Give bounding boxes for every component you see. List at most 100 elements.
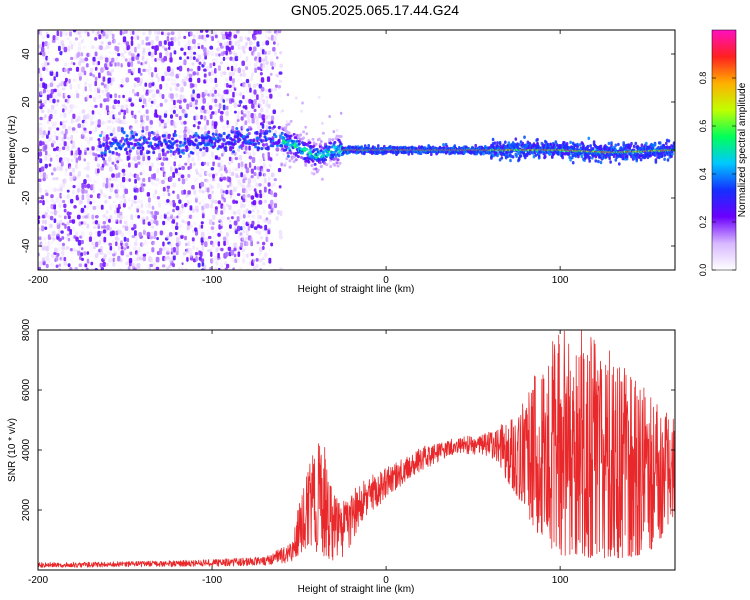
heatmap-cell bbox=[261, 41, 265, 47]
heatmap-cell bbox=[68, 78, 71, 84]
heatmap-cell bbox=[270, 53, 274, 58]
heatmap-cell bbox=[150, 232, 154, 237]
heatmap-cell bbox=[192, 89, 195, 94]
heatmap-cell bbox=[150, 39, 154, 46]
heatmap-cell bbox=[148, 202, 151, 209]
heatmap-cell bbox=[55, 76, 59, 80]
heatmap-cell bbox=[142, 253, 147, 257]
heatmap-cell bbox=[189, 163, 193, 169]
heatmap-cell bbox=[103, 253, 108, 258]
heatmap-cell bbox=[104, 199, 108, 204]
heatmap-cell bbox=[92, 189, 95, 194]
heatmap-cell bbox=[255, 193, 259, 198]
heatmap-cell bbox=[178, 199, 182, 204]
heatmap-cell bbox=[163, 40, 167, 45]
heatmap-cell bbox=[184, 76, 189, 82]
heatmap-cell bbox=[69, 31, 72, 37]
heatmap-cell bbox=[258, 200, 263, 205]
heatmap-cell bbox=[127, 45, 131, 50]
heatmap-cell bbox=[174, 133, 178, 137]
heatmap-cell bbox=[98, 34, 102, 40]
heatmap-cell bbox=[83, 267, 87, 270]
heatmap-cell bbox=[150, 130, 154, 135]
heatmap-cell bbox=[207, 249, 211, 253]
heatmap-cell bbox=[89, 231, 93, 237]
heatmap-cell bbox=[77, 51, 81, 57]
heatmap-cell bbox=[93, 245, 96, 250]
heatmap-cell bbox=[119, 181, 123, 188]
heatmap-cell bbox=[86, 139, 91, 145]
heatmap-cell bbox=[187, 153, 191, 158]
heatmap-cell bbox=[111, 161, 115, 165]
heatmap-cell bbox=[277, 30, 282, 34]
heatmap-cell bbox=[255, 115, 259, 122]
heatmap-cell bbox=[226, 56, 229, 60]
heatmap-cell bbox=[69, 267, 73, 270]
heatmap-cell bbox=[95, 179, 99, 185]
heatmap-cell bbox=[53, 88, 58, 93]
heatmap-cell bbox=[108, 156, 112, 163]
heatmap-cell bbox=[192, 71, 196, 76]
heatmap-cell bbox=[162, 186, 166, 192]
heatmap-cell bbox=[145, 115, 150, 121]
heatmap-cell bbox=[71, 127, 76, 131]
heatmap-cell bbox=[247, 83, 251, 88]
heatmap-cell bbox=[120, 52, 125, 58]
heatmap-cell bbox=[46, 62, 50, 66]
heatmap-cell bbox=[131, 67, 135, 74]
heatmap-cell bbox=[211, 132, 215, 136]
heatmap-cell bbox=[67, 257, 72, 262]
heatmap-cell bbox=[56, 88, 60, 93]
heatmap-cell bbox=[247, 119, 251, 124]
heatmap-cell bbox=[49, 215, 54, 221]
heatmap-cell bbox=[259, 189, 262, 194]
heatmap-cell bbox=[145, 77, 149, 83]
heatmap-cell bbox=[182, 72, 185, 79]
heatmap-cell bbox=[114, 102, 117, 109]
heatmap-cell bbox=[216, 40, 221, 44]
heatmap-cell bbox=[213, 141, 217, 145]
heatmap-cell bbox=[58, 246, 62, 253]
heatmap-cell bbox=[272, 46, 276, 52]
heatmap-cell bbox=[180, 267, 184, 270]
heatmap-cell bbox=[204, 89, 208, 96]
heatmap-cell bbox=[171, 68, 174, 74]
heatmap-cell bbox=[64, 62, 68, 67]
heatmap-cell bbox=[75, 150, 79, 156]
heatmap-cell bbox=[183, 189, 186, 195]
heatmap-cell bbox=[124, 188, 129, 195]
heatmap-cell bbox=[185, 146, 189, 150]
heatmap-cell bbox=[191, 214, 195, 220]
heatmap-cell bbox=[192, 102, 196, 108]
heatmap-cell bbox=[144, 82, 148, 87]
heatmap-cell bbox=[38, 236, 42, 241]
heatmap-cell bbox=[66, 58, 70, 63]
heatmap-cell bbox=[237, 258, 241, 262]
heatmap-cell bbox=[211, 36, 214, 42]
heatmap-cell bbox=[255, 258, 259, 262]
heatmap-cell bbox=[139, 72, 143, 76]
heatmap-cell bbox=[81, 88, 85, 93]
heatmap-cell bbox=[314, 142, 318, 146]
heatmap-cell bbox=[124, 30, 128, 34]
heatmap-cell bbox=[176, 99, 180, 104]
heatmap-cell bbox=[151, 225, 155, 229]
heatmap-cell bbox=[136, 262, 141, 269]
heatmap-cell bbox=[261, 123, 265, 129]
heatmap-cell bbox=[256, 220, 260, 224]
heatmap-cell bbox=[107, 111, 112, 115]
heatmap-cell bbox=[517, 143, 521, 147]
heatmap-cell bbox=[108, 150, 112, 154]
heatmap-cell bbox=[103, 236, 107, 243]
heatmap-cell bbox=[106, 136, 110, 140]
heatmap-cell bbox=[52, 35, 56, 41]
heatmap-cell bbox=[179, 94, 183, 101]
heatmap-cell bbox=[285, 120, 289, 124]
heatmap-cell bbox=[80, 231, 85, 238]
heatmap-cell bbox=[155, 57, 160, 61]
heatmap-cell bbox=[77, 182, 81, 188]
heatmap-cell bbox=[265, 142, 268, 147]
heatmap-cell bbox=[153, 98, 156, 105]
heatmap-cell bbox=[84, 81, 88, 86]
heatmap-cell bbox=[210, 140, 214, 144]
